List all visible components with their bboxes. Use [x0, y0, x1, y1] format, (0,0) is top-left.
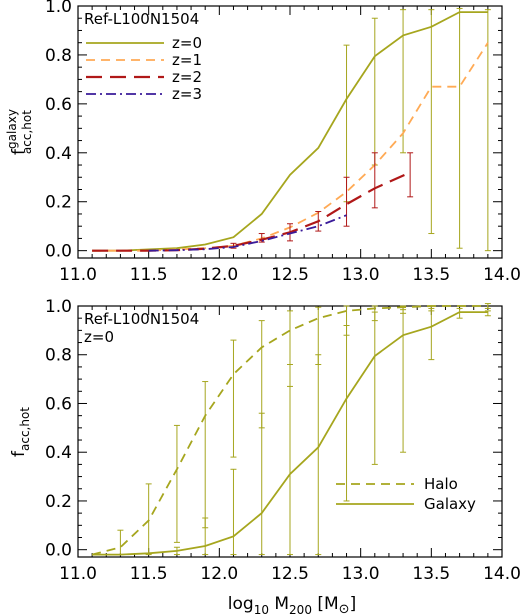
bottom-ytick-label: 0.4: [45, 443, 72, 463]
bottom-xtick-label: 13.5: [412, 564, 450, 584]
top-xtick-label: 13.0: [342, 265, 380, 285]
top-xtick-label: 14.0: [483, 265, 520, 285]
top-ytick-label: 0.4: [45, 144, 72, 164]
bottom-annotation-redshift: z=0: [84, 328, 114, 346]
legend-z2-label: z=2: [172, 68, 202, 86]
top-series-line-z3: [148, 214, 347, 252]
bottom-ytick-label: 0.6: [45, 394, 72, 414]
bottom-xtick-label: 12.0: [200, 564, 238, 584]
top-annotation: Ref-L100N1504: [84, 10, 199, 28]
top-axis-ticks: 11.0 11.5 12.0 12.5 13.0 13.5 14.0 0.0 0.2 0.4 0.6…: [45, 0, 520, 285]
bottom-xtick-label: 11.5: [130, 564, 168, 584]
legend-z0-label: z=0: [172, 34, 202, 52]
bottom-ytick-label: 0.0: [45, 541, 72, 561]
bottom-ytick-label: 0.8: [45, 346, 72, 366]
legend-z1-label: z=1: [172, 51, 202, 69]
top-ytick-label: 0.2: [45, 193, 72, 213]
top-xtick-label: 12.5: [271, 265, 309, 285]
bottom-ytick-label: 1.0: [45, 297, 72, 317]
top-xtick-label: 11.0: [59, 265, 97, 285]
top-xtick-label: 12.0: [200, 265, 238, 285]
bottom-y-axis-label: facc,hot: [9, 407, 32, 457]
top-legend: z=0 z=1 z=2 z=3: [86, 34, 202, 103]
top-series-line-z1: [92, 42, 489, 252]
top-series-line-z2: [92, 171, 411, 252]
bottom-ytick-label: 0.2: [45, 492, 72, 512]
bottom-panel: 11.0 11.5 12.0 12.5 13.0 13.5 14.0 0.0 0.2 0.4 0.6…: [9, 297, 520, 615]
x-axis-label: log10 M200 [M⊙]: [228, 594, 356, 615]
bottom-xtick-label: 12.5: [271, 564, 309, 584]
bottom-xtick-label: 13.0: [342, 564, 380, 584]
top-series-line-z0: [92, 11, 488, 252]
bottom-legend: Halo Galaxy: [336, 475, 476, 513]
bottom-xtick-label: 14.0: [483, 564, 520, 584]
top-ytick-label: 1.0: [45, 0, 72, 17]
top-panel: 11.0 11.5 12.0 12.5 13.0 13.5 14.0 0.0 0.2 0.4 0.6…: [5, 0, 520, 285]
bottom-annotation: Ref-L100N1504: [84, 310, 199, 328]
top-ytick-label: 0.0: [45, 242, 72, 262]
top-y-axis-label: fgalaxyacc,hot: [5, 109, 34, 155]
top-xtick-label: 13.5: [412, 265, 450, 285]
bottom-axis-ticks: 11.0 11.5 12.0 12.5 13.0 13.5 14.0 0.0 0.2 0.4 0.6…: [45, 297, 520, 584]
legend-galaxy-label: Galaxy: [424, 495, 476, 513]
top-xtick-label: 11.5: [130, 265, 168, 285]
legend-z3-label: z=3: [172, 85, 202, 103]
bottom-xtick-label: 11.0: [59, 564, 97, 584]
top-ytick-label: 0.8: [45, 46, 72, 66]
top-ytick-label: 0.6: [45, 95, 72, 115]
legend-halo-label: Halo: [424, 475, 458, 493]
top-series-group: [92, 7, 491, 252]
bottom-series-group: [91, 303, 491, 556]
